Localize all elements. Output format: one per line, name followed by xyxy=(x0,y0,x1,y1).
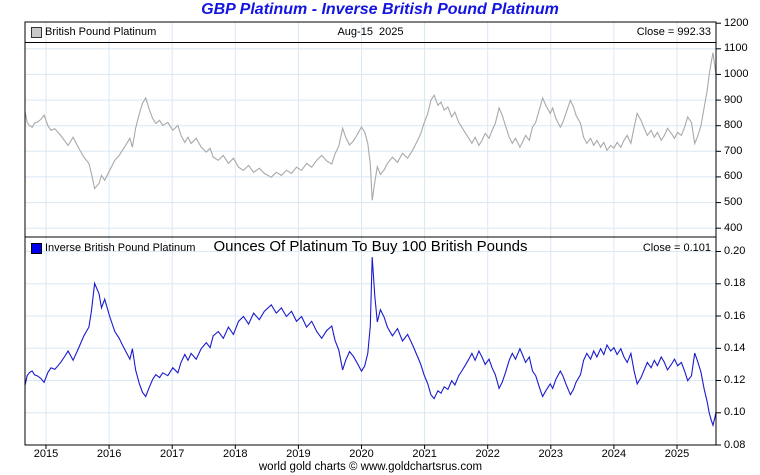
x-axis-tick-label: 2024 xyxy=(601,448,627,460)
price-line xyxy=(25,52,716,201)
footer-credit: world gold charts © www.goldchartsrus.co… xyxy=(258,461,483,473)
legend-swatch-bottom-icon xyxy=(31,243,42,254)
close-label-bottom: Close = 0.101 xyxy=(642,242,711,254)
y-axis-tick-label: 0.14 xyxy=(724,341,746,354)
x-axis-tick-label: 2022 xyxy=(475,448,500,460)
y-axis-tick-label: 1000 xyxy=(724,67,749,80)
y-axis-tick-label: 0.16 xyxy=(724,309,746,322)
x-axis-tick-label: 2019 xyxy=(286,448,311,460)
legend-label-bottom: Inverse British Pound Platinum xyxy=(45,242,196,254)
y-axis-tick-label: 500 xyxy=(724,196,743,209)
legend-label-top: British Pound Platinum xyxy=(45,26,157,38)
x-axis-tick-label: 2015 xyxy=(33,448,59,460)
x-axis-tick-label: 2023 xyxy=(538,448,564,460)
bottom-panel-border xyxy=(24,236,717,446)
y-axis-tick-label: 0.10 xyxy=(724,406,746,419)
x-axis-tick-label: 2018 xyxy=(223,448,248,460)
top-panel-border xyxy=(24,21,717,238)
legend-swatch-top-icon xyxy=(31,27,42,38)
y-axis-tick-label: 700 xyxy=(724,144,743,157)
date-label: Aug-15 2025 xyxy=(337,26,404,38)
y-axis-tick-label: 1200 xyxy=(724,16,749,29)
x-axis-tick-label: 2021 xyxy=(412,448,437,460)
y-axis-tick-label: 0.20 xyxy=(724,245,746,257)
inverse-line xyxy=(25,257,716,428)
y-axis-tick-label: 800 xyxy=(724,119,743,132)
y-axis-tick-label: 0.08 xyxy=(724,438,746,451)
x-axis-tick-label: 2025 xyxy=(664,448,690,460)
close-label-top: Close = 992.33 xyxy=(636,26,711,38)
x-axis-tick-label: 2017 xyxy=(159,448,185,460)
y-axis-tick-label: 0.12 xyxy=(724,374,746,386)
page-title: GBP Platinum - Inverse British Pound Pla… xyxy=(201,1,559,18)
x-axis-tick-label: 2020 xyxy=(349,448,374,460)
y-axis-tick-label: 900 xyxy=(724,93,743,106)
y-axis-tick-label: 1100 xyxy=(724,42,748,55)
bottom-panel-title: Ounces Of Platinum To Buy 100 British Po… xyxy=(213,238,528,255)
y-axis-tick-label: 400 xyxy=(724,221,743,234)
y-axis-tick-label: 0.18 xyxy=(724,277,746,290)
x-axis-tick-label: 2016 xyxy=(96,448,122,460)
y-axis-tick-label: 600 xyxy=(724,170,743,183)
